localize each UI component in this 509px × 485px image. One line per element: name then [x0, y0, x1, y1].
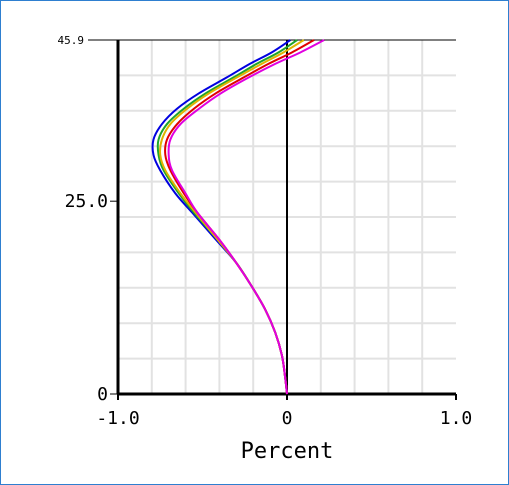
- y-tick-label: 0: [97, 384, 108, 405]
- x-tick-label: 0: [282, 408, 293, 429]
- series-lines: [151, 39, 325, 395]
- x-tick-label: 1.0: [440, 408, 473, 429]
- x-axis: -1.0 0 1.0: [96, 392, 473, 429]
- y-axis: 0 25.0 45.9: [58, 34, 120, 405]
- grid-lines: [118, 39, 456, 394]
- x-tick-label: -1.0: [96, 408, 139, 429]
- y-tick-label: 45.9: [58, 34, 85, 47]
- x-axis-label: Percent: [241, 439, 334, 464]
- y-tick-label: 25.0: [65, 191, 108, 212]
- series-line-5: [167, 39, 325, 395]
